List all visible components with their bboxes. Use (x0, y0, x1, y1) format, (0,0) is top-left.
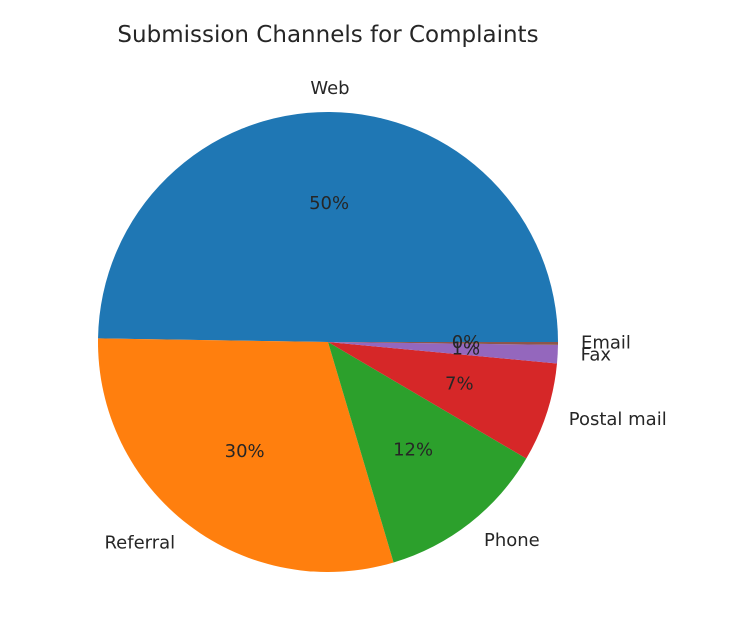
pie-slice-phone (328, 342, 527, 563)
percent-label-phone: 12% (393, 440, 433, 461)
percent-label-web: 50% (309, 193, 349, 214)
category-label-phone: Phone (484, 530, 540, 551)
pie-slice-postal-mail (328, 342, 557, 459)
percent-label-referral: 30% (225, 441, 265, 462)
category-label-referral: Referral (104, 533, 175, 554)
category-label-web: Web (310, 78, 349, 99)
category-label-fax: Fax (581, 344, 612, 365)
pie-slice-fax (328, 342, 558, 364)
percent-label-fax: 1% (452, 338, 481, 359)
category-label-postal-mail: Postal mail (569, 409, 667, 430)
percent-label-postal-mail: 7% (445, 373, 474, 394)
category-label-email: Email (581, 333, 631, 354)
percent-label-email: 0% (452, 332, 481, 353)
pie-slice-web (98, 112, 559, 343)
pie-labels: Web 50% Referral 30% Phone 12% Postal mail 7% Fa… (104, 78, 666, 554)
pie-slices (98, 112, 559, 572)
pie-slice-referral (98, 338, 394, 572)
pie-slice-email (328, 342, 558, 345)
chart-title: Submission Channels for Complaints (117, 22, 538, 48)
